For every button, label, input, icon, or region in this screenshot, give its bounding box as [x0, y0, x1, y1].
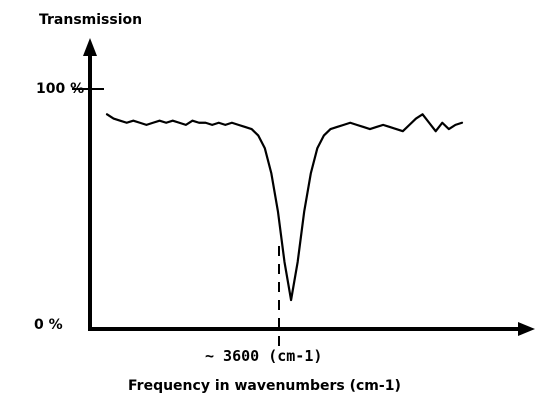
- peak-wavenumber-label: ~ 3600 (cm-1): [205, 347, 322, 365]
- x-axis-title: Frequency in wavenumbers (cm-1): [128, 378, 401, 394]
- y-tick-100-label: 100 %: [36, 81, 84, 97]
- series-line: [105, 113, 464, 302]
- y-tick-0-label: 0 %: [34, 317, 63, 333]
- y-axis-title: Transmission: [39, 12, 142, 28]
- x-axis-arrow-icon: [518, 322, 535, 336]
- y-axis-arrow-icon: [83, 38, 97, 56]
